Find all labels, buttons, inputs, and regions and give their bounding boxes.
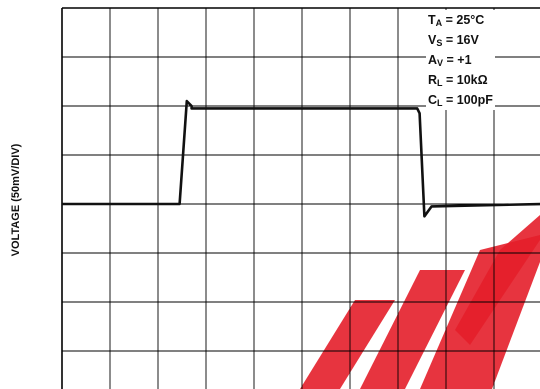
condition-0: TA = 25°C [428,13,485,28]
condition-3: RL = 10kΩ [428,73,488,88]
condition-4: CL = 100pF [428,93,493,108]
test-conditions-legend: TA = 25°C VS = 16V AV = +1 RL = 10kΩ CL … [426,10,495,110]
waveform-trace [62,99,540,218]
condition-1: VS = 16V [428,33,479,48]
condition-2: AV = +1 [428,53,472,68]
watermark-logo [300,215,540,389]
